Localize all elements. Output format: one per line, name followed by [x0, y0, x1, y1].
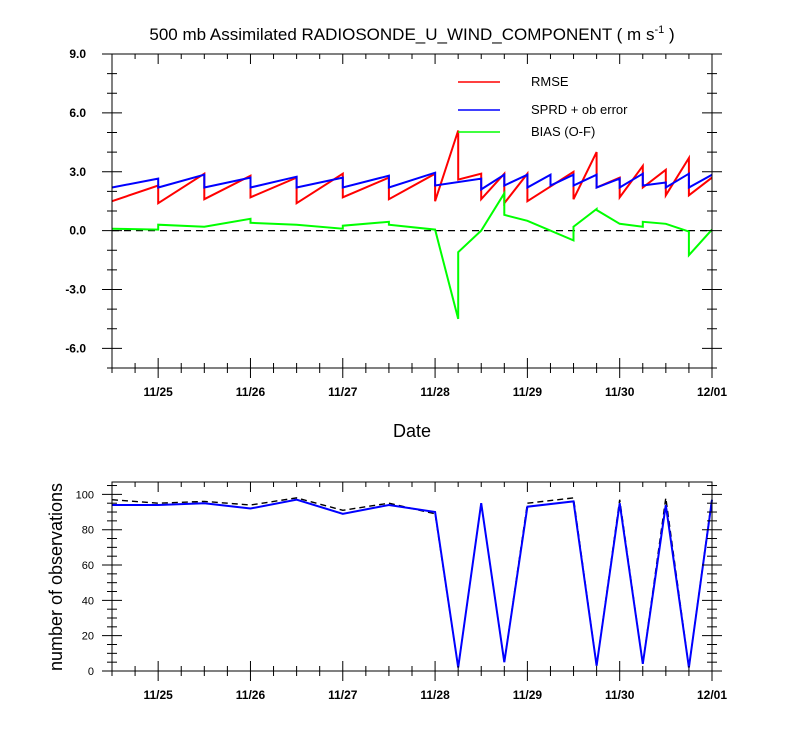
top-y-tick-label: 0.0 — [69, 224, 86, 238]
top-y-tick-label: -3.0 — [65, 283, 86, 297]
bottom-y-tick-label: 0 — [88, 666, 94, 678]
bottom-axis-ticks: 11/25 11/26 11/27 11/28 11/29 11/30 12/01 0 20 40… — [76, 482, 727, 702]
bottom-x-tick-label: 11/30 — [605, 688, 635, 702]
series-solid — [112, 498, 713, 668]
bottom-y-tick-label: 40 — [82, 595, 94, 607]
top-x-tick-label: 11/28 — [420, 385, 450, 399]
chart-title-end: ) — [664, 25, 674, 44]
bottom-x-tick-label: 11/25 — [143, 688, 173, 702]
top-x-tick-label: 11/29 — [513, 385, 543, 399]
chart-title-superscript: -1 — [654, 24, 664, 36]
bottom-chart: 11/25 11/26 11/27 11/28 11/29 11/30 12/01 0 20 40… — [46, 481, 727, 702]
top-x-tick-label: 11/27 — [328, 385, 358, 399]
y-axis-title: number of observations — [46, 483, 66, 671]
bottom-y-tick-label: 20 — [82, 631, 94, 643]
top-x-tick-label: 11/25 — [143, 385, 173, 399]
bottom-y-tick-label: 100 — [76, 489, 94, 501]
top-y-tick-label: 3.0 — [69, 165, 86, 179]
top-axis-ticks: 11/25 11/26 11/27 11/28 11/29 11/30 12/01 -6.0 -… — [65, 47, 727, 399]
top-x-tick-label: 12/01 — [697, 385, 727, 399]
bottom-x-tick-label: 11/28 — [420, 688, 450, 702]
legend-bias-label: BIAS (O-F) — [531, 124, 595, 139]
top-x-tick-label: 11/26 — [236, 385, 266, 399]
bottom-x-tick-label: 11/29 — [513, 688, 543, 702]
bottom-plot-frame — [111, 481, 713, 672]
top-x-tick-label: 11/30 — [605, 385, 635, 399]
series-rmse — [111, 130, 713, 207]
chart-title: 500 mb Assimilated RADIOSONDE_U_WIND_COM… — [149, 24, 674, 44]
x-axis-title: Date — [393, 421, 431, 441]
bottom-x-tick-label: 12/01 — [697, 688, 727, 702]
top-y-tick-label: 9.0 — [69, 47, 86, 61]
series-bias-o-f — [111, 189, 713, 320]
series-sprd-ob-error — [111, 171, 713, 192]
top-y-tick-label: -6.0 — [65, 341, 86, 355]
bottom-series-layer — [111, 497, 713, 668]
legend-rmse-label: RMSE — [531, 74, 569, 89]
chart-title-main: 500 mb Assimilated RADIOSONDE_U_WIND_COM… — [149, 25, 654, 44]
top-series-layer — [111, 130, 713, 320]
top-y-tick-label: 6.0 — [69, 106, 86, 120]
bottom-x-tick-label: 11/27 — [328, 688, 358, 702]
legend-sprd-label: SPRD + ob error — [531, 102, 628, 117]
bottom-y-tick-label: 80 — [82, 525, 94, 537]
legend: RMSE SPRD + ob error BIAS (O-F) — [458, 74, 628, 139]
top-chart: 500 mb Assimilated RADIOSONDE_U_WIND_COM… — [65, 24, 727, 441]
bottom-y-tick-label: 60 — [82, 560, 94, 572]
bottom-x-tick-label: 11/26 — [236, 688, 266, 702]
